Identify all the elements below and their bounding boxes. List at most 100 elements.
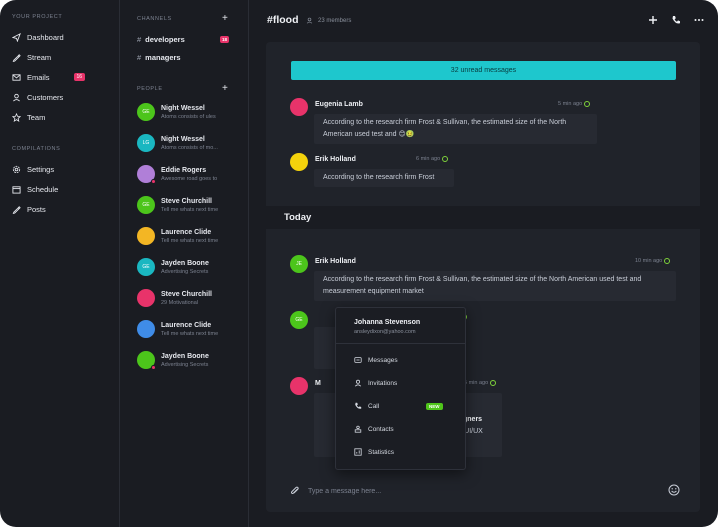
contacts-icon [354,425,362,433]
star-icon [12,112,21,122]
date-divider [266,206,700,229]
message-input[interactable] [308,487,648,495]
message-author[interactable]: Erik Holland [315,156,356,163]
avatar [137,227,155,245]
nav-label: Team [27,112,46,122]
person-item[interactable]: Laurence Clide Tell me whats next time [137,320,237,338]
nav-item-settings[interactable]: Settings [12,163,54,175]
person-name: Laurence Clide [161,228,212,236]
person-item[interactable]: Eddie Rogers Awesome road goes to [137,165,237,184]
person-item[interactable]: GE Night Wessel Atoms consists of ules [137,103,237,121]
popup-item-messages[interactable]: Messages [354,356,454,364]
send-icon [12,32,21,42]
avatar[interactable] [290,153,308,171]
message-text: According to the research firm Frost & S… [323,119,567,126]
gear-icon [12,165,21,173]
popup-item-call[interactable]: Call NEW [354,402,454,410]
nav-item-schedule[interactable]: Schedule [12,183,58,195]
chart-icon [354,448,362,456]
add-channel-button[interactable]: + [222,13,228,24]
nav-item-stream[interactable]: Stream [12,51,51,63]
phone-icon[interactable] [671,15,681,25]
time-label: 5 min ago [558,101,583,107]
pen-icon [12,53,21,62]
message-text: American used test and 😊🤢 [323,131,415,138]
nav-item-customers[interactable]: Customers [12,91,63,103]
person-name: Steve Churchill [161,290,212,298]
avatar: LG [137,134,155,152]
person-name: Eddie Rogers [161,166,207,174]
message-bubble: According to the research firm Frost [314,169,454,187]
person-item[interactable]: LG Night Wessel Atoms consists of mo... [137,134,237,152]
time-label: 10 min ago [635,258,663,264]
members-count[interactable]: 23 members [306,17,351,24]
emoji-icon[interactable] [668,484,680,496]
members-label: 23 members [318,17,352,24]
message-text: measurement equipment market [323,288,424,295]
new-badge: NEW [426,402,443,410]
channels-panel: CHANNELS + # developers 18 # managers PE… [121,0,249,527]
nav-label: Schedule [27,184,59,194]
divider [336,343,465,344]
avatar[interactable]: JE [290,255,308,273]
channel-developers[interactable]: # developers 18 [137,35,231,44]
time-label: 5 min ago [464,380,489,386]
popup-item-statistics[interactable]: Statistics [354,448,454,456]
channel-title: #flood [267,14,299,26]
nav-item-team[interactable]: Team [12,111,45,123]
read-check-icon [490,380,497,386]
channel-label: developers [145,35,185,44]
channel-label: managers [145,53,181,62]
message-author[interactable]: M [315,380,321,387]
avatar[interactable] [290,98,308,116]
phone-icon [355,402,362,409]
avatar[interactable]: GE [290,311,308,329]
message-author[interactable]: Eugenia Lamb [315,101,363,108]
message-icon [354,357,362,363]
chat-area: #flood 23 members 32 unread messages Eug… [250,0,718,527]
read-check-icon [664,258,671,264]
avatar [137,165,156,184]
person-name: Laurence Clide [161,321,212,329]
avatar[interactable] [290,377,308,395]
channel-managers[interactable]: # managers [137,53,231,62]
nav-item-dashboard[interactable]: Dashboard [12,31,64,43]
nav-item-posts[interactable]: Posts [12,203,46,215]
read-check-icon [584,101,591,107]
add-icon[interactable] [648,15,658,25]
popup-item-label: Invitations [368,379,398,387]
avatar [137,289,155,307]
channel-badge: 18 [219,36,229,43]
popup-item-invitations[interactable]: Invitations [354,379,454,387]
person-item[interactable]: GE Steve Churchill Tell me whats next time [137,196,237,214]
nav-label: Stream [27,52,52,62]
unread-banner[interactable]: 32 unread messages [291,61,676,80]
person-item[interactable]: Laurence Clide Tell me whats next time [137,227,237,245]
popup-item-label: Messages [368,356,398,364]
user-icon [13,93,20,101]
status-dot [151,365,156,370]
message-author[interactable]: Erik Holland [315,258,356,265]
person-status: Tell me whats next time [161,206,219,213]
sidebar: YOUR PROJECT Dashboard Stream Emails 16 … [0,0,120,527]
person-item[interactable]: GE Jayden Boone Advertising Secrets [137,258,237,276]
popup-email: ansleydixon@yahoo.com [354,329,416,335]
person-item[interactable]: Jayden Boone Advertising Secrets [137,351,237,370]
header-actions [648,15,704,25]
more-icon[interactable] [694,15,704,25]
nav-item-emails[interactable]: Emails 16 [12,71,86,83]
popup-item-label: Contacts [368,425,394,433]
person-status: Awesome road goes to [161,175,218,182]
avatar: GE [137,258,155,276]
person-name: Night Wessel [161,135,205,143]
section-heading: YOUR PROJECT [12,14,63,20]
nav-label: Customers [27,92,64,102]
calendar-icon [12,185,21,194]
person-item[interactable]: Steve Churchill 29 Motivational [137,289,237,307]
popup-item-contacts[interactable]: Contacts [354,425,454,433]
nav-label: Settings [27,164,55,174]
attach-icon[interactable] [290,486,300,496]
avatar: GE [137,196,155,214]
add-person-button[interactable]: + [222,83,228,94]
